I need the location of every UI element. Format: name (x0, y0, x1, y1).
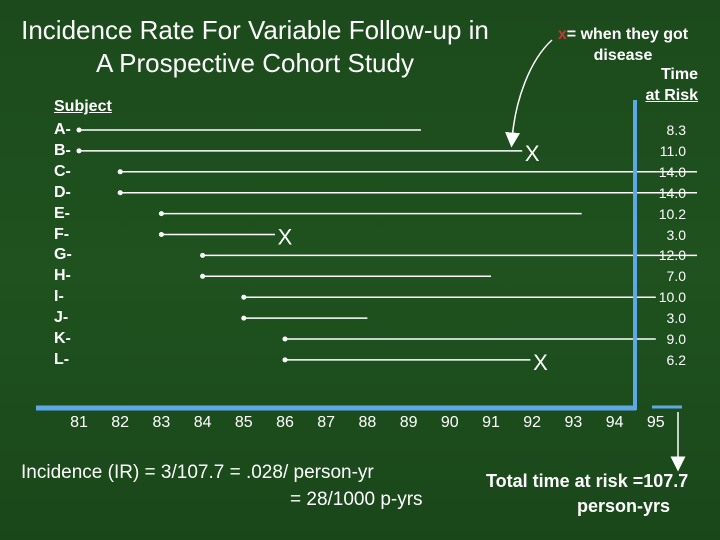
subject-label: G- (54, 246, 72, 264)
slide-title: Incidence Rate For Variable Follow-up in… (21, 15, 489, 78)
start-dot (241, 315, 247, 321)
year-label: 89 (399, 414, 418, 431)
subject-label: H- (54, 267, 71, 285)
disease-x-mark: X (525, 141, 540, 166)
subject-label: B- (54, 141, 71, 159)
year-label: 88 (358, 414, 377, 431)
start-dot (282, 336, 288, 342)
incidence-formula: Incidence (IR) = 3/107.7 = .028/ person-… (21, 462, 374, 483)
time-at-risk-value: 3.0 (666, 310, 686, 327)
disease-x-mark: X (278, 225, 293, 250)
start-dot (76, 148, 82, 154)
time-at-risk-value: 10.2 (658, 205, 686, 222)
year-label: 87 (317, 414, 336, 431)
year-label: 82 (111, 414, 130, 431)
year-label: 81 (70, 414, 88, 431)
disease-note-text: = when they got disease (566, 26, 689, 64)
year-label: 84 (193, 414, 212, 431)
start-dot (241, 294, 247, 300)
start-dot (158, 232, 164, 237)
subject-label: L- (54, 350, 70, 368)
time-header-line1: Time (660, 66, 698, 83)
year-label: 93 (564, 414, 583, 431)
time-at-risk-value: 7.0 (666, 268, 686, 285)
total-time-at-risk: Total time at risk =107.7 (486, 471, 689, 491)
year-label: 86 (276, 414, 294, 431)
start-dot (76, 127, 82, 133)
disease-x-mark: X (533, 350, 548, 375)
year-label: 85 (234, 414, 253, 431)
time-at-risk-value: 8.3 (666, 122, 686, 138)
year-label: 83 (152, 414, 171, 431)
subject-label: I- (54, 288, 64, 306)
subject-label: J- (54, 309, 69, 327)
incidence-per-1000: = 28/1000 p-yrs (290, 489, 423, 510)
year-label: 94 (605, 414, 624, 431)
time-at-risk-header: Time at Risk (646, 64, 698, 106)
time-header-line2: at Risk (645, 87, 698, 104)
subject-label: D- (54, 183, 71, 201)
time-at-risk-value: 9.0 (666, 331, 686, 347)
start-dot (158, 211, 164, 217)
year-label: 95 (646, 414, 665, 431)
year-label: 91 (482, 414, 500, 431)
start-dot (117, 190, 123, 196)
subject-header: Subject (54, 98, 112, 115)
time-at-risk-value: 11.0 (659, 142, 686, 159)
total-time-unit: person-yrs (577, 496, 671, 516)
x-symbol: x (557, 26, 567, 43)
time-at-risk-value: 6.2 (666, 351, 686, 368)
subject-label: E- (54, 204, 70, 222)
disease-note: x= when they got disease (548, 24, 698, 66)
subject-label: A- (54, 121, 71, 138)
time-at-risk-value: 3.0 (666, 226, 686, 243)
subject-label: C- (54, 162, 71, 180)
start-dot (117, 169, 123, 175)
start-dot (200, 273, 206, 279)
subject-label: K- (54, 330, 71, 347)
note-arrow (505, 39, 553, 148)
start-dot (282, 357, 288, 363)
year-label: 90 (440, 414, 459, 431)
subject-label: F- (54, 225, 70, 243)
time-at-risk-value: 10.0 (658, 289, 686, 306)
year-label: 92 (523, 414, 542, 431)
start-dot (200, 252, 206, 258)
